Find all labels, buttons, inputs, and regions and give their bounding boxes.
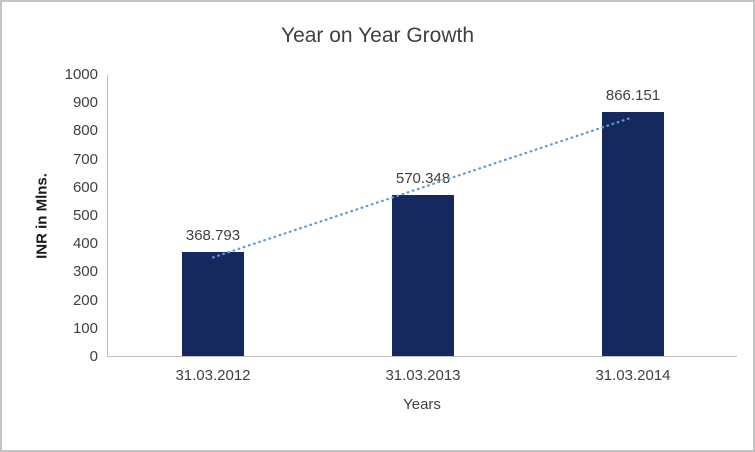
- y-tick-label: 300: [72, 263, 98, 281]
- x-tick-label: 31.03.2014: [595, 367, 671, 384]
- y-tick-label: 0: [89, 348, 98, 365]
- bar-31.03.2013: [392, 195, 454, 356]
- x-tick-label: 31.03.2013: [385, 367, 461, 384]
- data-label: 368.793: [185, 227, 241, 244]
- bar-31.03.2014: [602, 111, 664, 356]
- y-tick-label: 500: [72, 207, 98, 224]
- x-axis-title: Years: [403, 396, 441, 413]
- bar-31.03.2012: [182, 252, 244, 356]
- plot-area: 0 100 200 300 400 500 600 700 800 900 1000 368.793 3…: [65, 66, 737, 384]
- y-tick-label: 400: [72, 235, 98, 253]
- chart-title: Year on Year Growth: [280, 24, 475, 47]
- y-tick-label: 1000: [64, 66, 98, 83]
- y-tick-label: 700: [72, 150, 98, 168]
- y-tick-label: 100: [72, 319, 98, 337]
- y-tick-label: 600: [72, 178, 98, 196]
- y-tick-label: 900: [72, 94, 98, 112]
- y-tick-label: 200: [72, 291, 98, 309]
- y-tick-label: 800: [72, 122, 98, 140]
- data-label: 866.151: [605, 86, 661, 104]
- data-label: 570.348: [395, 170, 451, 188]
- x-tick-label: 31.03.2012: [175, 367, 251, 384]
